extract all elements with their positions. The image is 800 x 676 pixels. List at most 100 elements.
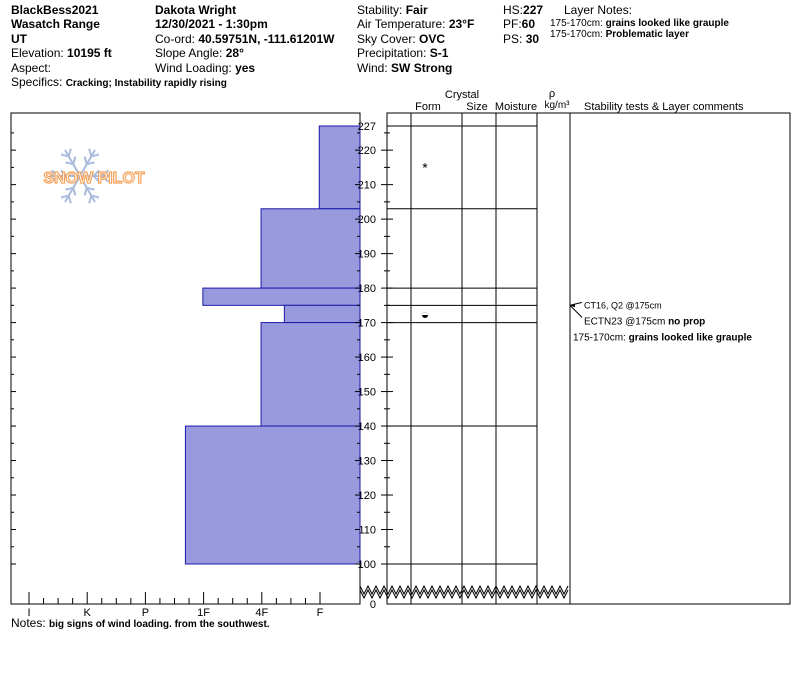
observer-id: BlackBess2021 [11, 3, 99, 17]
layer-note-text: Problematic layer [605, 29, 689, 40]
notes: Notes: big signs of wind loading. from t… [11, 616, 270, 632]
snowflake-branch [88, 148, 93, 157]
snowflake-branch [101, 175, 109, 183]
stability-test-label: ECTN23 @175cm no prop [584, 316, 705, 327]
elevation-label: Elevation: [11, 46, 64, 60]
wind-value: SW Strong [391, 61, 453, 75]
snowflake-branch [60, 153, 70, 158]
snowflake-branch [60, 175, 68, 183]
depth-tick-label: 210 [358, 180, 376, 192]
depth-tick-label: 227 [358, 121, 376, 133]
date-time: 12/30/2021 - 1:30pm [155, 17, 268, 31]
notes-value: big signs of wind loading. from the sout… [49, 619, 270, 630]
hardness-tick-label: K [84, 607, 92, 619]
col-form: Form [415, 101, 441, 113]
hardness-tick-label: F [317, 607, 324, 619]
coord-label: Co-ord: [155, 32, 196, 46]
depth-tick-label: 160 [358, 352, 376, 364]
pf: PF:60 [503, 17, 535, 31]
layer-note-range: 175-170cm: [550, 29, 603, 40]
depth-tick-label: 100 [358, 559, 376, 571]
snowflake-branch [60, 169, 68, 177]
snowflake-branch [92, 169, 100, 177]
slope-value: 28° [225, 46, 244, 60]
depth-tick-label: 130 [358, 456, 376, 468]
col-crystal: Crystal [445, 89, 479, 101]
aspect-label: Aspect: [11, 61, 52, 75]
hs: HS:227 [503, 3, 543, 17]
depth-tick-label: 200 [358, 214, 376, 226]
snowflake-branch [51, 175, 59, 183]
air-temperature: Air Temperature: 23°F [357, 17, 474, 31]
stability-tests: CT16, Q2 @175cm ECTN23 @175cm no prop 175-… [569, 300, 752, 343]
snowflake-branch [101, 169, 109, 177]
snowflake-branch [65, 161, 74, 166]
hardness-tick-label: P [142, 607, 149, 619]
notes-label: Notes: [11, 616, 46, 630]
ps: PS: 30 [503, 32, 539, 46]
sky-value: OVC [419, 32, 446, 46]
slope-angle: Slope Angle: 28° [155, 46, 244, 60]
precipitation: Precipitation: S-1 [357, 46, 448, 60]
stability-panel [569, 112, 791, 605]
hs-label: HS: [503, 3, 524, 17]
coordinates: Co-ord: 40.59751N, -111.61201W [155, 32, 334, 46]
layer-comment-text: grains looked like grauple [629, 332, 753, 343]
depth-axis: 100 110 120 130 140 150 160 170 180 190 200 210 220 2… [358, 113, 393, 611]
stability: Stability: Fair [357, 3, 428, 17]
layer-comment: 175-170cm: grains looked like grauple [573, 332, 752, 343]
col-size: Size [466, 101, 487, 113]
stability-test-label: CT16, Q2 @175cm [584, 300, 662, 310]
wind: Wind: SW Strong [357, 61, 452, 75]
coord-value: 40.59751N, -111.61201W [198, 32, 335, 46]
state-name: UT [11, 32, 27, 46]
depth-tick-label: 190 [358, 249, 376, 261]
snowflake-branch [92, 175, 100, 183]
layer-note: 175-170cm: grains looked like grauple [550, 18, 729, 29]
range-name: Wasatch Range [11, 17, 100, 31]
axis-break-zigzag [359, 588, 569, 600]
depth-tick-label: 220 [358, 145, 376, 157]
pf-value: 60 [521, 17, 536, 31]
col-rho: ρ [549, 88, 555, 100]
layer-notes-title: Layer Notes: [564, 3, 633, 17]
test-pointer-arrow [570, 303, 575, 308]
depth-tick-label: 120 [358, 490, 376, 502]
snowflake-branch [60, 194, 70, 199]
hardness-bar [260, 322, 361, 427]
layer-note-text: grains looked like grauple [605, 18, 729, 29]
depth-tick-label: 140 [358, 421, 376, 433]
hardness-tick-label: 4F [255, 607, 268, 619]
snowflake-arm [64, 175, 81, 203]
depth-zero-label: 0 [370, 599, 376, 611]
snowflake-branch [67, 195, 72, 204]
elevation-value: 10195 ft [67, 46, 112, 60]
hardness-bars [184, 125, 361, 565]
layer-note-range: 175-170cm: [550, 18, 603, 29]
wind-loading: Wind Loading: yes [155, 61, 255, 75]
hardness-tick-label: I [27, 607, 30, 619]
grain-form-symbol: ◒ [421, 306, 429, 322]
pf-label: PF: [503, 17, 522, 31]
axis-break-zigzag [359, 584, 569, 596]
snowflake-branch [86, 186, 95, 191]
observer-name: Dakota Wright [155, 3, 237, 17]
air-temp-label: Air Temperature: [357, 17, 446, 31]
test-pointer-line [569, 304, 583, 318]
sky-cover: Sky Cover: OVC [357, 32, 445, 46]
sky-label: Sky Cover: [357, 32, 416, 46]
ps-value: 30 [525, 32, 540, 46]
grain-table-grid [359, 113, 569, 604]
layer-note: 175-170cm: Problematic layer [550, 29, 689, 40]
depth-tick-label: 180 [358, 283, 376, 295]
hardness-side-ticks [11, 132, 360, 565]
stability-label: Stability: [357, 3, 403, 17]
grain-table [386, 112, 571, 605]
hardness-tick-label: 1F [197, 607, 210, 619]
col-density-unit: kg/m³ [545, 100, 571, 111]
depth-tick-label: 150 [358, 387, 376, 399]
depth-tick-label: 170 [358, 318, 376, 330]
snowflake-branch [83, 187, 88, 196]
logo-text: SNOW PILOT [43, 170, 145, 187]
hardness-bar [260, 208, 361, 289]
